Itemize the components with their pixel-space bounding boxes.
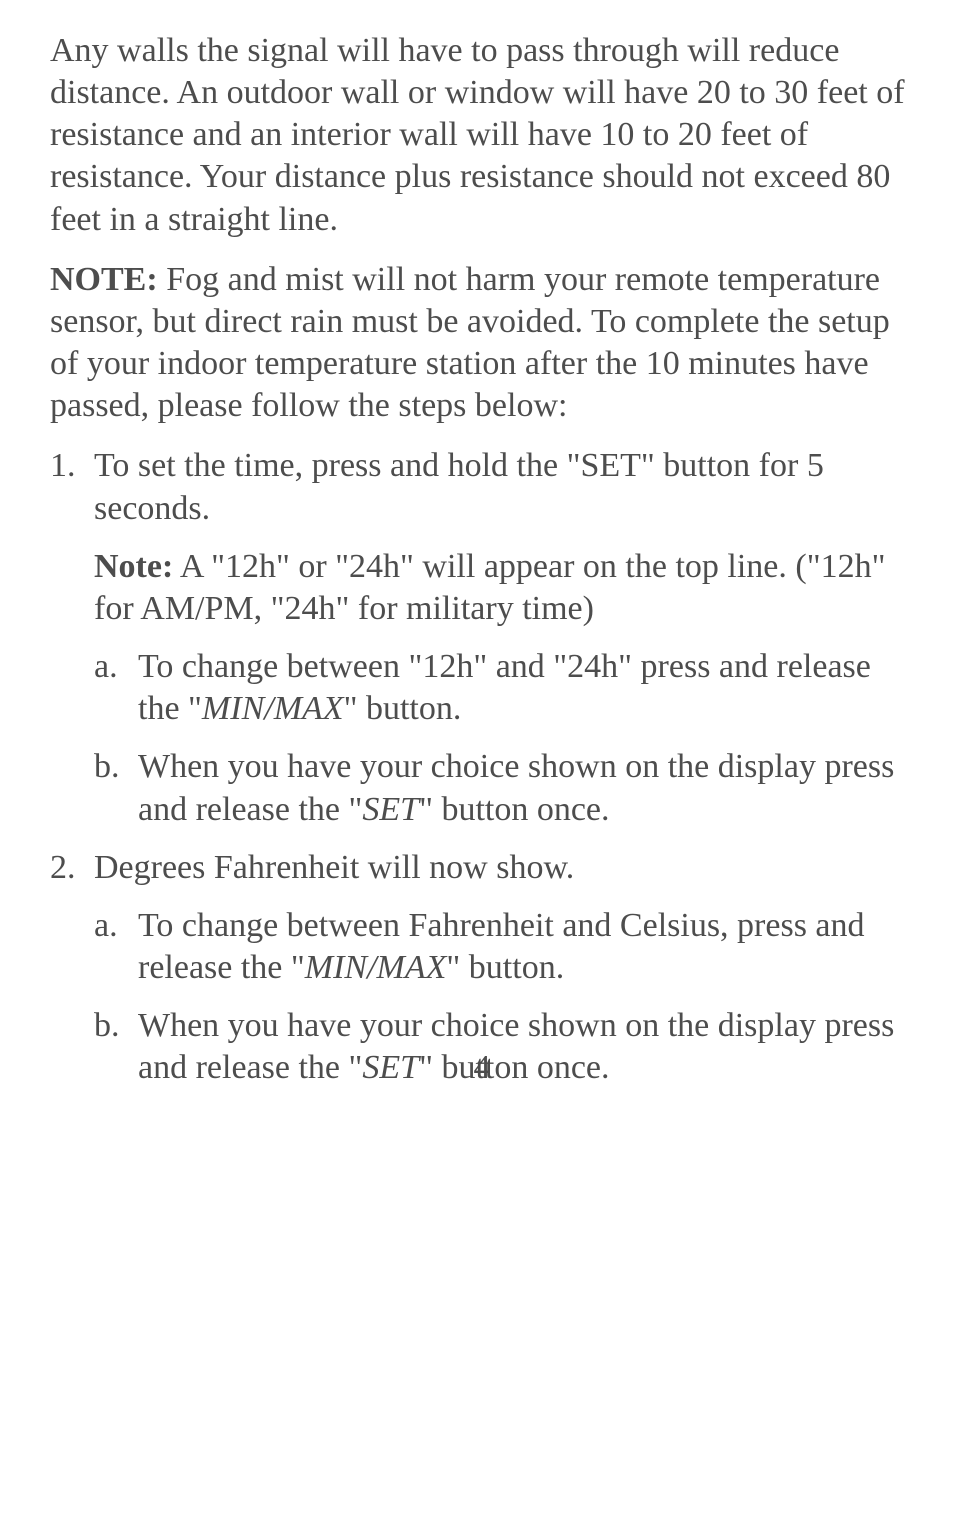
step-2a-text: To change between Fahrenheit and Celsius… [138,905,914,989]
step-2-text: Degrees Fahrenheit will now show. [94,847,914,889]
step-1b-post: " button once. [419,791,609,828]
step-1a: a. To change between "12h" and "24h" pre… [94,646,914,730]
step-2a: a. To change between Fahrenheit and Cels… [94,905,914,989]
step-1-number: 1. [50,445,94,529]
document-page: Any walls the signal will have to pass t… [0,0,954,1130]
step-2b-text: When you have your choice shown on the d… [138,1005,914,1089]
step-1a-text: To change between "12h" and "24h" press … [138,646,914,730]
step-2b-post: " button once. [419,1049,609,1086]
step-1b-italic: SET [362,791,419,828]
step-1a-letter: a. [94,646,138,730]
paragraph-2: NOTE: Fog and mist will not harm your re… [50,259,914,428]
step-1b-text: When you have your choice shown on the d… [138,746,914,830]
step-2a-post: " button. [446,949,564,986]
step-2b-letter: b. [94,1005,138,1089]
step-2: 2. Degrees Fahrenheit will now show. [50,847,914,889]
step-1a-italic: MIN/MAX [202,690,344,727]
step-2-number: 2. [50,847,94,889]
note-label-1: NOTE: [50,261,158,298]
step-1-text: To set the time, press and hold the "SET… [94,445,914,529]
step-2a-italic: MIN/MAX [305,949,447,986]
step-1b-letter: b. [94,746,138,830]
step-2b-italic: SET [362,1049,419,1086]
step-2a-letter: a. [94,905,138,989]
step-2b: b. When you have your choice shown on th… [94,1005,914,1089]
paragraph-2-text: Fog and mist will not harm your remote t… [50,261,890,424]
step-1a-post: " button. [344,690,462,727]
paragraph-1: Any walls the signal will have to pass t… [50,30,914,241]
step-1b: b. When you have your choice shown on th… [94,746,914,830]
step-1: 1. To set the time, press and hold the "… [50,445,914,529]
step-1-note-text: A "12h" or "24h" will appear on the top … [94,548,885,627]
note-label-2: Note: [94,548,173,585]
step-1-note: Note: A "12h" or "24h" will appear on th… [94,546,914,630]
